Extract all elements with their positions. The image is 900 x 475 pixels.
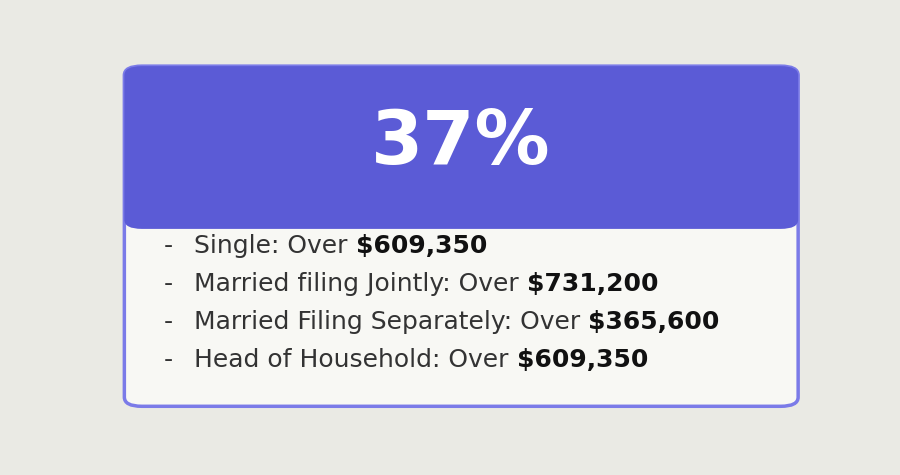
FancyBboxPatch shape <box>124 66 798 406</box>
Text: 37%: 37% <box>372 107 551 180</box>
Text: -: - <box>164 272 173 296</box>
Text: Single: Over: Single: Over <box>194 234 356 258</box>
Text: Married filing Jointly: Over: Married filing Jointly: Over <box>194 272 526 296</box>
Text: -: - <box>164 310 173 334</box>
Text: -: - <box>164 348 173 372</box>
Text: $365,600: $365,600 <box>589 310 720 334</box>
Text: $609,350: $609,350 <box>356 234 487 258</box>
Text: $731,200: $731,200 <box>526 272 659 296</box>
Text: Married Filing Separately: Over: Married Filing Separately: Over <box>194 310 589 334</box>
Text: $609,350: $609,350 <box>517 348 648 372</box>
FancyBboxPatch shape <box>124 66 798 229</box>
Text: -: - <box>164 234 173 258</box>
Text: Head of Household: Over: Head of Household: Over <box>194 348 517 372</box>
Bar <box>142 203 780 220</box>
